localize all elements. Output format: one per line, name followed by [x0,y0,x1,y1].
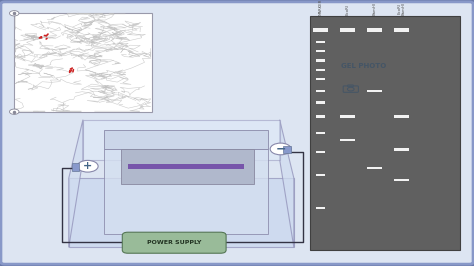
Bar [316,132,325,134]
Bar [393,28,409,32]
Polygon shape [104,130,268,149]
Text: +: + [83,161,92,171]
Polygon shape [280,120,294,247]
Text: GEL PHOTO: GEL PHOTO [341,64,386,69]
Bar [367,28,382,32]
Bar [316,90,325,92]
Bar [340,139,355,141]
Bar [72,163,79,171]
Bar [394,179,409,181]
Bar [316,115,325,118]
Bar [316,174,325,176]
Bar [316,40,325,43]
Bar [310,16,460,250]
Bar [128,164,244,169]
Circle shape [270,143,291,155]
Bar [316,151,325,153]
Bar [339,28,356,32]
Bar [316,101,325,104]
Bar [367,167,382,169]
Polygon shape [104,149,268,234]
Text: MARKER: MARKER [319,0,322,15]
Text: POWER SUPPLY: POWER SUPPLY [147,240,201,245]
Bar [283,146,291,153]
Bar [316,207,325,209]
Polygon shape [69,178,294,247]
Circle shape [9,109,19,114]
Circle shape [9,11,19,16]
Bar [316,78,325,80]
Bar [316,50,325,52]
Bar [316,69,325,71]
Bar [394,115,409,118]
Bar [316,59,325,62]
Bar [394,148,409,151]
Bar [367,90,382,92]
Polygon shape [83,120,280,160]
Bar [340,115,355,118]
Text: EcoRI: EcoRI [346,4,349,15]
Bar [121,149,254,184]
FancyBboxPatch shape [122,232,226,253]
Circle shape [77,160,98,172]
Bar [313,28,328,32]
Text: −: − [275,143,286,155]
Polygon shape [69,120,83,247]
Bar [14,13,152,112]
Text: EcoRI
BamHI: EcoRI BamHI [397,2,406,15]
Text: BamHI: BamHI [373,2,376,15]
